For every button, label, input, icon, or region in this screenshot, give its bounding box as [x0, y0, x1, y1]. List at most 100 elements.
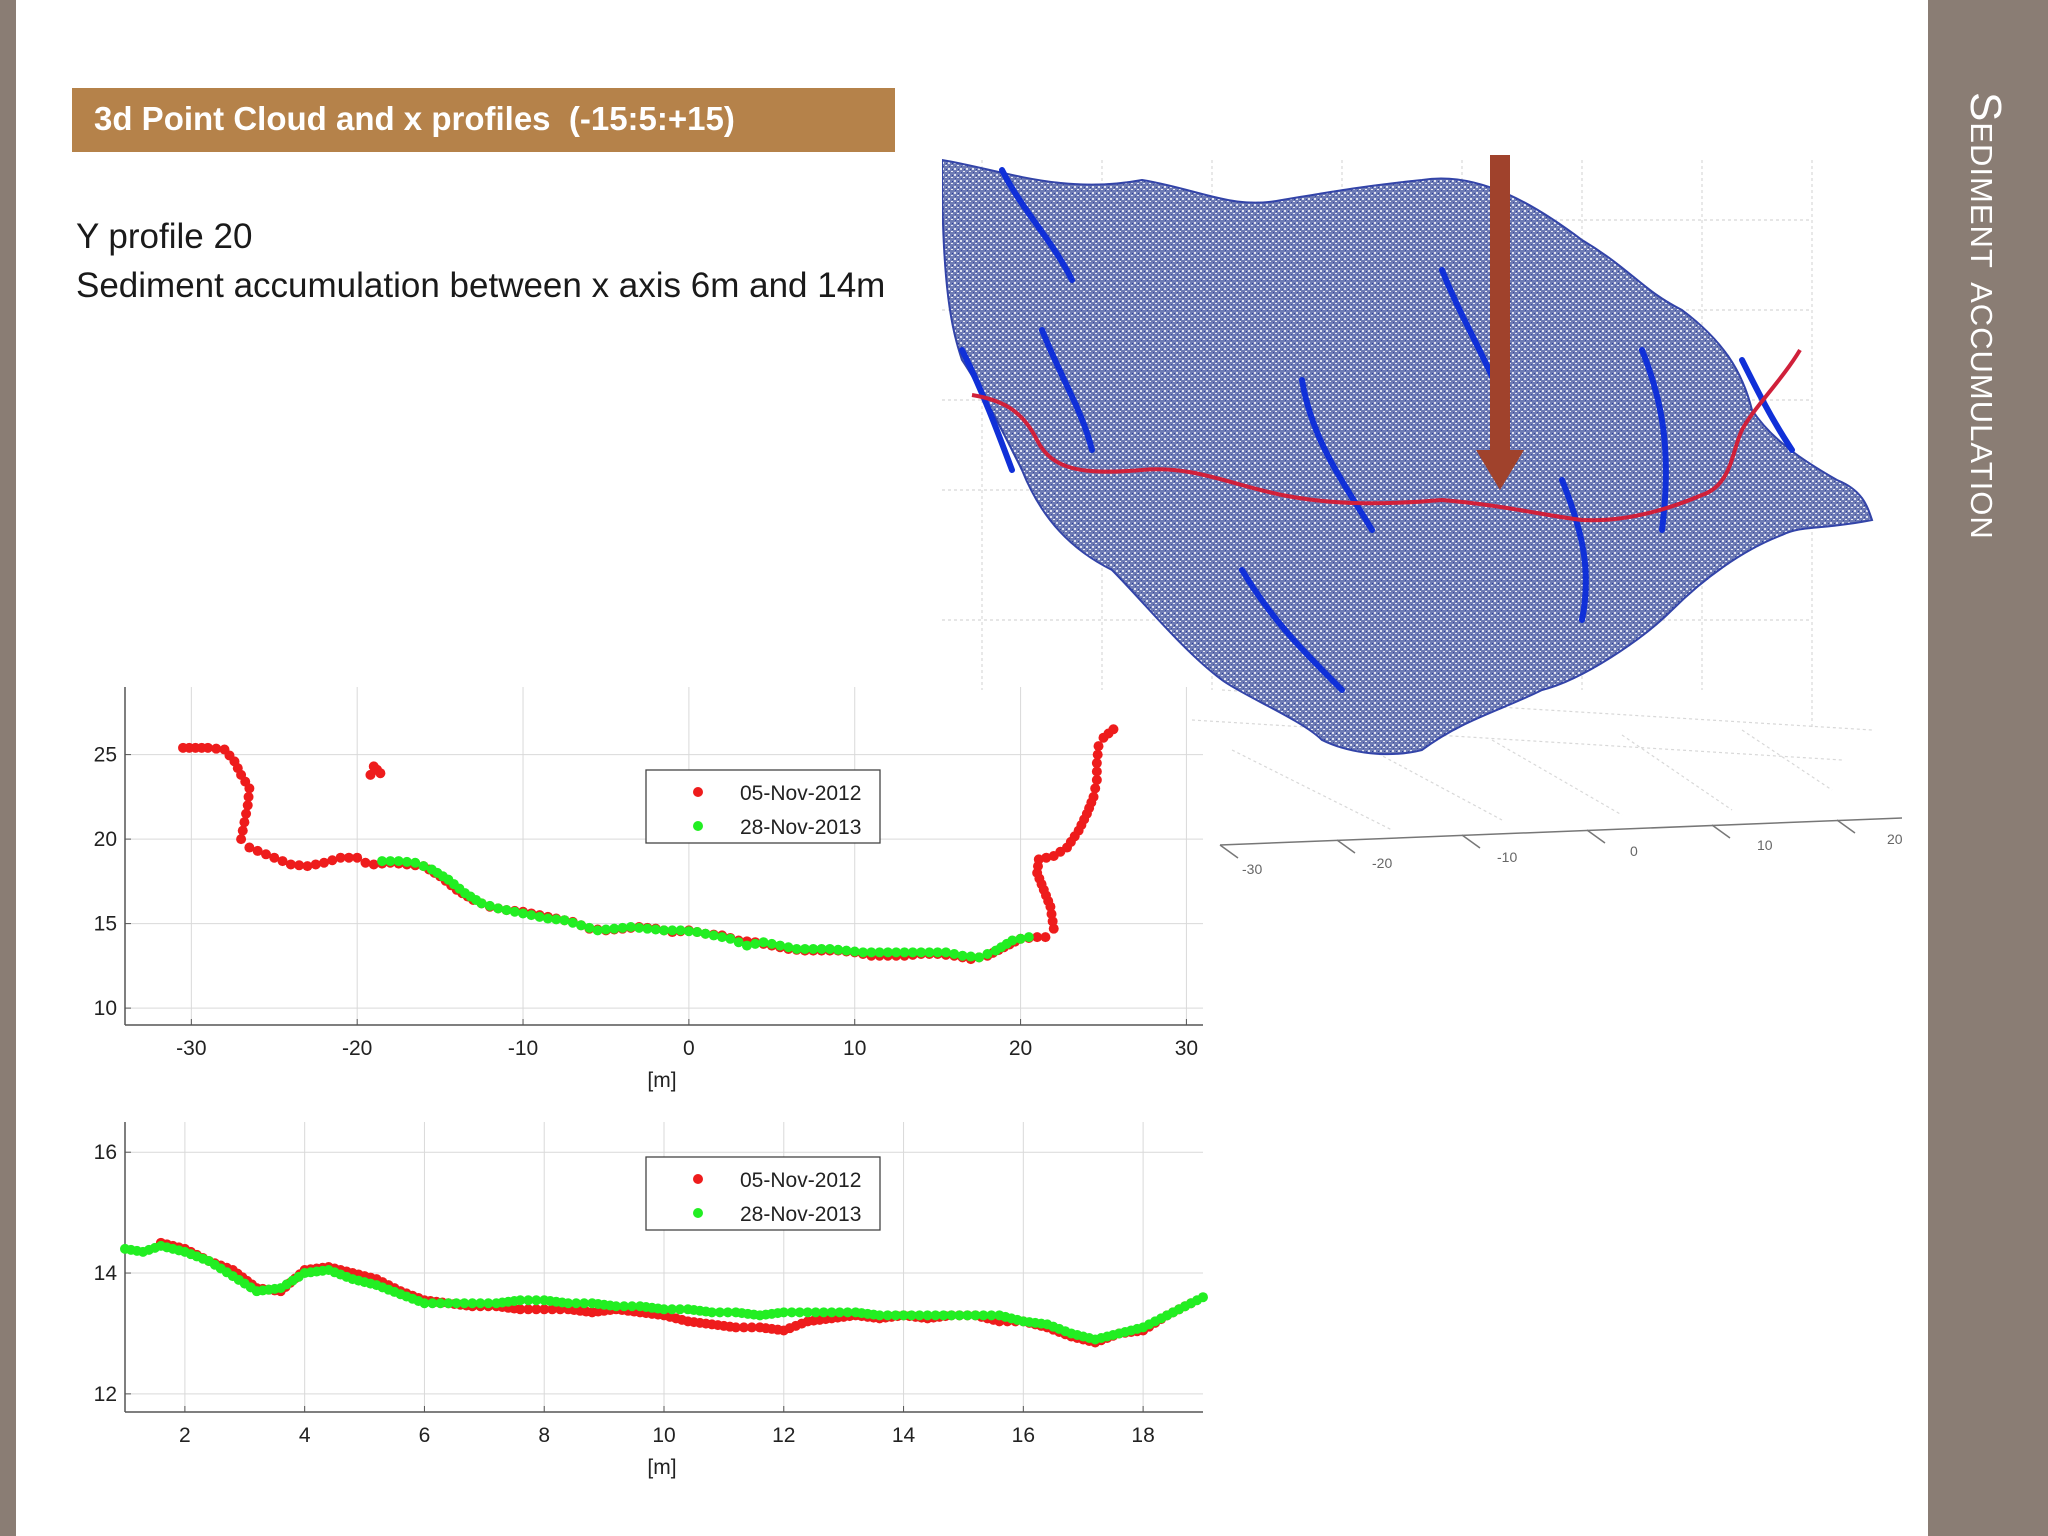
data-point [1015, 933, 1026, 944]
data-point [974, 952, 985, 963]
data-point [625, 921, 636, 932]
data-point [221, 1267, 232, 1278]
data-point [1023, 932, 1034, 943]
data-point [196, 742, 207, 753]
data-point [310, 859, 321, 870]
data-point [484, 900, 495, 911]
data-point [692, 927, 703, 938]
data-point [1034, 873, 1045, 884]
data-point [542, 913, 553, 924]
y-tick-label: 25 [94, 744, 117, 767]
data-point [700, 1306, 711, 1317]
data-point [475, 1298, 486, 1309]
data-point [232, 763, 243, 774]
right-side-band: Sediment accumulation [1928, 0, 2048, 1536]
data-point [1069, 831, 1080, 842]
data-point [962, 1310, 973, 1321]
data-point [531, 1304, 542, 1315]
cloud-axis-tick-label: -20 [1372, 855, 1392, 871]
data-point [242, 800, 253, 811]
data-point [1060, 1326, 1071, 1337]
x-tick-label: 30 [1175, 1037, 1198, 1060]
x-tick-label: 4 [299, 1424, 311, 1447]
data-point [791, 943, 802, 954]
data-point [772, 1308, 783, 1319]
x-tick-label: 2 [179, 1424, 191, 1447]
data-point [946, 1310, 957, 1321]
data-point [722, 1307, 733, 1318]
data-point [375, 768, 386, 779]
data-point [841, 945, 852, 956]
data-point [866, 947, 877, 958]
data-point [243, 791, 254, 802]
legend-box [645, 769, 881, 844]
data-point [1032, 932, 1043, 943]
data-point [1079, 814, 1090, 825]
data-point [932, 947, 943, 958]
data-point [891, 947, 902, 958]
x-tick-label: -10 [508, 1037, 538, 1060]
data-point [454, 883, 465, 894]
data-point [874, 947, 885, 958]
data-point [970, 1310, 981, 1321]
data-point [824, 943, 835, 954]
data-point [642, 923, 653, 934]
data-point [842, 1307, 853, 1318]
data-point [377, 856, 388, 867]
data-point [531, 1295, 542, 1306]
header-title: 3d Point Cloud and x profiles (-15:5:+15… [94, 100, 735, 137]
data-point [653, 1303, 664, 1314]
data-point [451, 1298, 462, 1309]
data-point [1093, 741, 1104, 752]
data-point [471, 894, 482, 905]
data-point [245, 1282, 256, 1293]
data-point [1048, 923, 1059, 934]
cloud-axis-tick-label: 10 [1757, 837, 1773, 853]
data-point [368, 859, 379, 870]
x-tick-label: -20 [342, 1037, 372, 1060]
data-point [509, 1303, 520, 1314]
data-point [493, 903, 504, 914]
data-point [794, 1307, 805, 1318]
data-point [269, 852, 280, 863]
data-point [518, 908, 529, 919]
point-cloud-image: -30 -20 -10 0 10 20 [942, 155, 1903, 877]
data-point [1090, 783, 1101, 794]
x-tick-label: 6 [419, 1424, 431, 1447]
y-tick-label: 12 [94, 1383, 117, 1406]
data-point [269, 1283, 280, 1294]
data-point [1132, 1323, 1143, 1334]
data-point [1001, 938, 1012, 949]
subtitle-line-2: Sediment accumulation between x axis 6m … [76, 266, 886, 305]
data-point [252, 845, 263, 856]
data-point [437, 871, 448, 882]
data-point [523, 1295, 534, 1306]
data-point [302, 861, 313, 872]
cloud-axis-tick-label: -10 [1497, 849, 1517, 865]
data-point [940, 947, 951, 958]
data-point [796, 1318, 807, 1329]
cloud-base-axis [1219, 817, 1903, 859]
data-point [294, 860, 305, 871]
y-tick-label: 15 [94, 913, 117, 936]
data-point [584, 922, 595, 933]
data-point [666, 1304, 677, 1315]
data-point [810, 1307, 821, 1318]
x-axis-label: [m] [647, 1456, 676, 1479]
cloud-axis-tick-label: 20 [1887, 831, 1903, 847]
data-point [197, 1253, 208, 1264]
data-point [459, 1298, 470, 1309]
data-point [1092, 749, 1103, 760]
data-point [924, 947, 935, 958]
data-point [833, 944, 844, 955]
header-banner: 3d Point Cloud and x profiles (-15:5:+15… [72, 88, 895, 152]
data-point [393, 856, 404, 867]
legend-label: 28-Nov-2013 [740, 816, 861, 839]
data-point [1012, 1314, 1023, 1325]
data-point [1091, 774, 1102, 785]
data-point [700, 1318, 711, 1329]
data-point [551, 914, 562, 925]
data-point [938, 1310, 949, 1321]
subtitle-block: Y profile 20 Sediment accumulation betwe… [76, 212, 885, 310]
data-point [714, 1307, 725, 1318]
